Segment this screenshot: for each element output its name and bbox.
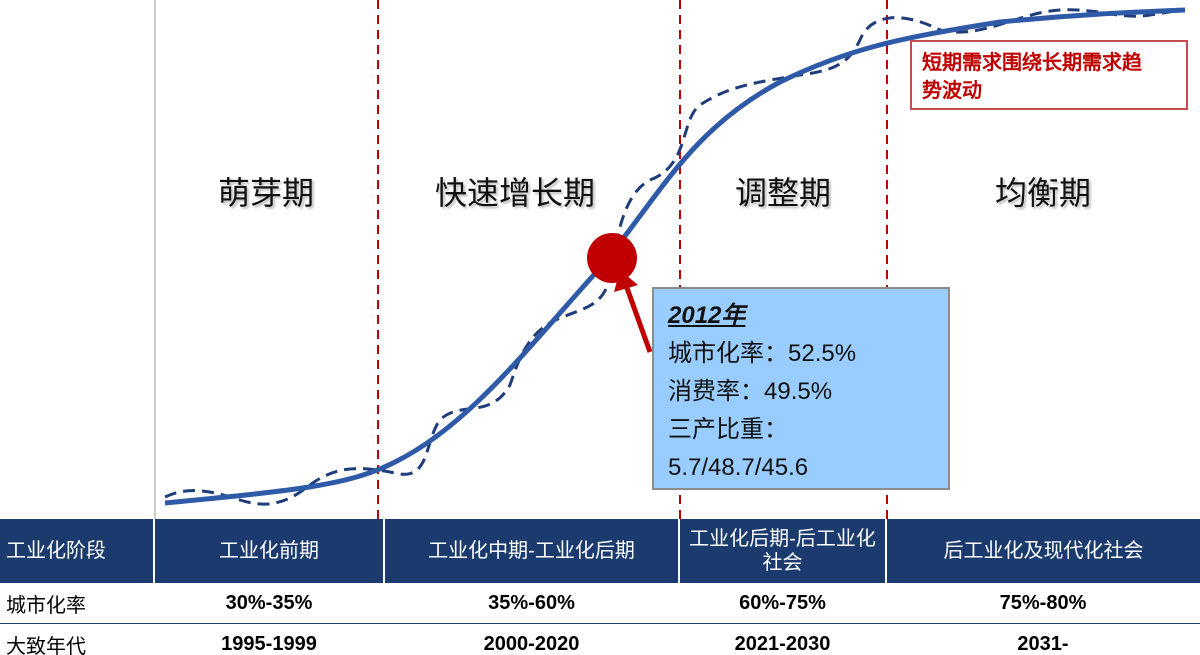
arrow-head [614, 270, 638, 292]
table-header: 工业化阶段 工业化前期 工业化中期-工业化后期 工业化后期-后工业化社会 后工业… [0, 519, 1200, 583]
row-label: 城市化率 [0, 583, 154, 624]
header-cell: 工业化后期-后工业化社会 [678, 519, 886, 583]
callout-year: 2012年 [668, 302, 746, 329]
cell: 2000-2020 [384, 623, 679, 655]
row-label: 大致年代 [0, 623, 154, 655]
phase-label: 均衡期 [994, 174, 1091, 212]
table-row: 城市化率 30%-35% 35%-60% 60%-75% 75%-80% [0, 583, 1200, 624]
callout-line: 5.7/48.7/45.6 [668, 454, 809, 481]
cell: 30%-35% [154, 583, 384, 624]
arrow-shaft [624, 287, 653, 353]
header-cell: 工业化前期 [153, 519, 384, 583]
note-box: 短期需求围绕长期需求趋势波动 [910, 40, 1188, 110]
phase-label: 萌芽期 [217, 174, 314, 212]
long-term-demand-curve [164, 7, 1186, 506]
callout-line: 消费率：49.5% [668, 378, 833, 405]
phase-dividers [377, 0, 888, 519]
callout: 2012年 城市化率：52.5% 消费率：49.5% 三产比重： 5.7/48.… [652, 287, 950, 490]
phase-label: 调整期 [734, 174, 831, 212]
cell: 35%-60% [384, 583, 679, 624]
note-text: 短期需求围绕长期需求趋势波动 [922, 50, 1142, 102]
callout-line: 三产比重： [668, 416, 788, 443]
header-cell: 工业化阶段 [0, 519, 154, 583]
cell: 75%-80% [886, 583, 1200, 624]
cell: 60%-75% [679, 583, 886, 624]
phase-label: 快速增长期 [434, 174, 595, 212]
cell: 2021-2030 [679, 623, 886, 655]
stage-table: 工业化阶段 工业化前期 工业化中期-工业化后期 工业化后期-后工业化社会 后工业… [0, 519, 1200, 655]
header-cell: 工业化中期-工业化后期 [383, 519, 679, 583]
highlight-point [587, 233, 637, 283]
cell: 1995-1999 [154, 623, 384, 655]
callout-line: 城市化率：52.5% [668, 340, 857, 367]
short-term-demand-line [164, 8, 1186, 506]
cell: 2031- [886, 623, 1200, 655]
table-row: 大致年代 1995-1999 2000-2020 2021-2030 2031- [0, 623, 1200, 655]
header-cell: 后工业化及现代化社会 [885, 519, 1200, 583]
curve-area [154, 0, 1186, 519]
